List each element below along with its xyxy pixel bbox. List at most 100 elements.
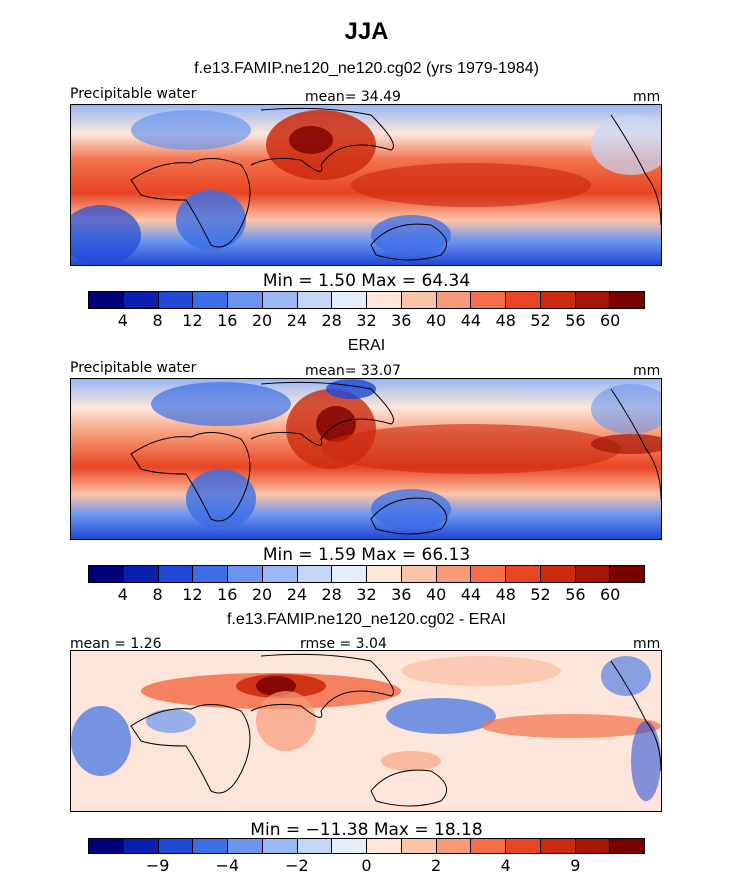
colorbar-swatch [401,566,437,582]
colorbar-swatch [193,566,228,582]
colorbar-tick-label: 20 [251,311,273,330]
panel1-colorbar-ticks: 4 8 12 16 20 24 28 32 36 40 44 48 52 56 60 [0,311,733,331]
colorbar-swatch [610,566,644,582]
colorbar-swatch [297,839,333,853]
panel3-map-plot [71,651,661,811]
colorbar-tick-label: 56 [565,585,586,604]
colorbar-swatch [228,566,263,582]
colorbar-tick-label: 8 [152,585,163,604]
panel2-map [70,378,662,540]
colorbar-tick-label: 48 [495,311,516,330]
panel2-colorbar-ticks: 4 8 12 16 20 24 28 32 36 40 44 48 52 56 60 [0,585,733,605]
colorbar-swatch [262,292,298,308]
colorbar-swatch [506,839,541,853]
panel2-mean-label: mean= 33.07 [305,363,401,379]
colorbar-tick-label: 32 [356,585,377,604]
colorbar-tick-label: 12 [182,585,203,604]
panel2-units-label: mm [633,363,661,379]
panel3-map [70,650,662,812]
colorbar-swatch [575,292,611,308]
colorbar-swatch [540,292,576,308]
panel1-left-label: Precipitable water [70,86,197,102]
panel2-left-label: Precipitable water [70,360,197,376]
page-title: JJA [344,18,389,45]
colorbar-swatch [89,566,124,582]
colorbar-tick-label: 48 [495,585,516,604]
colorbar-tick-label: 24 [286,311,308,330]
colorbar-tick-label: 56 [565,311,586,330]
panel1-map-plot [71,105,661,265]
panel3-stats: Min = −11.38 Max = 18.18 [250,820,483,840]
colorbar-tick-label: −2 [285,856,309,875]
colorbar-swatch [506,566,541,582]
colorbar-swatch [610,292,644,308]
panel1-title: f.e13.FAMIP.ne120_ne120.cg02 (yrs 1979-1… [194,60,539,77]
colorbar-swatch [471,839,506,853]
colorbar-swatch [506,292,541,308]
colorbar-swatch [89,839,124,853]
colorbar-tick-label: 9 [570,856,581,875]
panel3-title: f.e13.FAMIP.ne120_ne120.cg02 - ERAI [226,611,506,628]
colorbar-swatch [262,839,298,853]
colorbar-tick-label: 60 [600,311,621,330]
colorbar-swatch [332,292,367,308]
colorbar-swatch [193,839,228,853]
colorbar-tick-label: 40 [425,585,447,604]
colorbar-swatch [610,839,644,853]
colorbar-tick-label: 60 [600,585,621,604]
panel2-map-plot [71,379,661,539]
colorbar-tick-label: 4 [117,585,128,604]
colorbar-swatch [471,292,506,308]
colorbar-tick-label: 24 [286,585,308,604]
colorbar-tick-label: 32 [356,311,377,330]
panel1-stats: Min = 1.50 Max = 64.34 [262,271,471,291]
colorbar-tick-label: 4 [117,311,128,330]
colorbar-swatch [89,292,124,308]
colorbar-tick-label: 4 [500,856,511,875]
colorbar-swatch [228,839,263,853]
colorbar-swatch [367,839,402,853]
panel1-units-label: mm [633,89,661,105]
colorbar-swatch [228,292,263,308]
colorbar-swatch [193,292,228,308]
colorbar-swatch [367,566,402,582]
colorbar-swatch [540,566,576,582]
colorbar-tick-label: 20 [251,585,273,604]
colorbar-swatch [332,839,367,853]
colorbar-swatch [158,566,194,582]
colorbar-swatch [123,292,159,308]
panel1-map [70,104,662,266]
colorbar-swatch [158,839,194,853]
colorbar-swatch [471,566,506,582]
panel3-units-label: mm [633,636,661,652]
colorbar-swatch [262,566,298,582]
colorbar-swatch [401,292,437,308]
panel2-title: ERAI [347,337,386,354]
panel3-colorbar-ticks: −9 −4 −2 0 2 4 9 [0,856,733,876]
colorbar-tick-label: 44 [460,311,482,330]
colorbar-tick-label: 2 [431,856,442,875]
panel1-mean-label: mean= 34.49 [305,89,401,105]
colorbar-swatch [367,292,402,308]
colorbar-swatch [158,292,194,308]
panel2-stats: Min = 1.59 Max = 66.13 [262,545,471,565]
colorbar-tick-label: −4 [215,856,240,875]
colorbar-swatch [575,566,611,582]
colorbar-tick-label: 36 [391,311,412,330]
colorbar-swatch [297,292,333,308]
colorbar-tick-label: 52 [530,311,551,330]
panel1-colorbar [88,291,645,309]
colorbar-swatch [401,839,437,853]
colorbar-swatch [540,839,576,853]
colorbar-swatch [297,566,333,582]
colorbar-tick-label: 16 [217,311,238,330]
colorbar-swatch [575,839,611,853]
panel3-rmse-label: rmse = 3.04 [300,636,387,652]
colorbar-tick-label: 0 [361,856,372,875]
colorbar-tick-label: 36 [391,585,412,604]
panel2-colorbar [88,565,645,583]
colorbar-tick-label: 8 [152,311,163,330]
colorbar-tick-label: 40 [425,311,447,330]
colorbar-tick-label: 52 [530,585,551,604]
panel3-mean-label: mean = 1.26 [70,636,162,652]
